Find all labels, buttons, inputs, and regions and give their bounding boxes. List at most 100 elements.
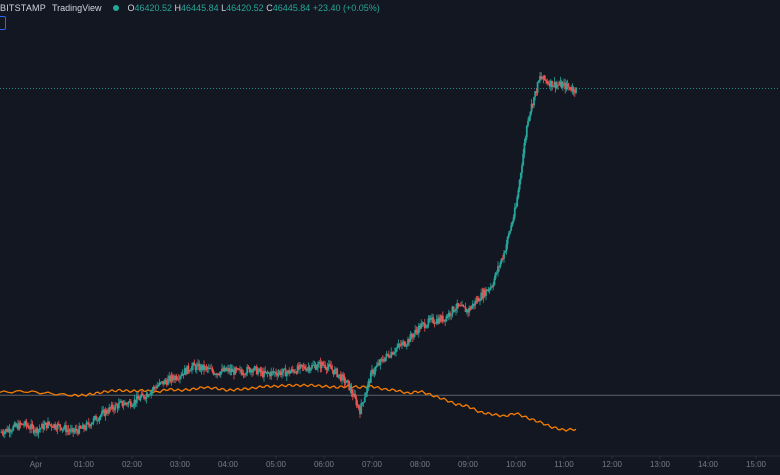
candle-body <box>37 429 40 434</box>
candle-body <box>355 397 358 406</box>
candle-body <box>303 366 306 369</box>
candle-body <box>320 362 323 369</box>
candle-body <box>56 423 59 430</box>
candle-body <box>439 317 442 322</box>
candle-body <box>445 316 448 322</box>
candle-body <box>225 369 228 371</box>
time-tick-label: 01:00 <box>74 460 95 469</box>
candle-body <box>260 371 263 373</box>
candle-body <box>27 426 30 429</box>
candle-body <box>524 137 527 143</box>
candle-body <box>79 425 82 428</box>
ohlc-values: O46420.52 H46445.84 L46420.52 C46445.84 … <box>127 3 379 13</box>
candle-body <box>553 81 556 86</box>
candle-body <box>207 368 210 370</box>
candle-body <box>517 189 520 198</box>
candle-body <box>473 303 475 306</box>
candle-body <box>426 325 429 328</box>
candle-body <box>45 422 48 429</box>
candle-body <box>413 333 415 338</box>
candle-body <box>43 424 46 430</box>
candle-body <box>420 323 423 329</box>
candle-body <box>326 366 329 370</box>
candle-body <box>7 428 10 432</box>
candle-body <box>285 372 288 377</box>
time-axis[interactable]: Apr 01:00 02:00 03:00 04:00 05:00 06:00 07:00 08… <box>30 456 767 469</box>
candle-body <box>513 207 516 218</box>
candle-body <box>8 428 11 433</box>
candle-body <box>491 286 493 288</box>
candle-body <box>189 370 192 372</box>
candle-body <box>230 368 233 372</box>
candle-body <box>481 292 484 299</box>
candle-body <box>248 367 251 373</box>
candle-body <box>363 397 366 403</box>
candle-body <box>241 372 244 375</box>
candle-body <box>367 381 370 387</box>
candle-body <box>41 423 43 428</box>
candle-body <box>437 318 439 324</box>
symbol-name[interactable]: BITSTAMP <box>0 3 46 13</box>
candle-body <box>402 341 405 343</box>
time-tick-label: 09:00 <box>458 460 479 469</box>
candle-body <box>9 431 12 433</box>
candle-body <box>81 424 84 429</box>
candle-body <box>1 431 4 434</box>
candle-body <box>115 404 118 406</box>
candle-body <box>175 376 178 380</box>
candle-body <box>237 368 240 370</box>
candle-body <box>450 314 453 316</box>
candle-body <box>77 430 79 434</box>
candle-body <box>357 404 360 409</box>
candle-body <box>359 408 361 415</box>
candle-body <box>333 369 336 375</box>
candle-body <box>173 378 175 380</box>
candle-body <box>121 400 124 406</box>
candle-body <box>567 86 570 88</box>
candle-body <box>305 368 307 371</box>
candle-body <box>534 91 537 97</box>
candle-body <box>258 368 261 371</box>
candle-body <box>270 371 273 377</box>
candle-body <box>529 111 532 117</box>
candle-body <box>302 366 305 368</box>
candle-body <box>72 428 75 433</box>
candle-body <box>468 307 471 313</box>
candle-body <box>245 373 247 375</box>
candle-body <box>294 371 297 373</box>
candle-body <box>500 258 503 263</box>
candle-body <box>327 364 330 367</box>
candle-body <box>18 422 21 430</box>
collapse-toggle-icon[interactable] <box>0 16 6 30</box>
candle-body <box>404 345 407 347</box>
candle-body <box>380 359 383 360</box>
candle-body <box>215 374 217 376</box>
candle-body <box>246 366 249 374</box>
candle-body <box>377 363 379 366</box>
candle-body <box>374 367 377 372</box>
candle-body <box>153 386 156 388</box>
close-label: C <box>266 3 273 13</box>
candle-body <box>177 378 180 380</box>
candle-body <box>557 84 559 86</box>
candle-body <box>14 423 17 427</box>
candle-body <box>463 306 466 308</box>
candle-body <box>203 364 205 370</box>
candle-body <box>213 374 216 375</box>
brand-name: TradingView <box>51 3 102 13</box>
time-tick-label: 15:00 <box>746 460 767 469</box>
candle-body <box>167 378 169 385</box>
candle-body <box>391 352 394 355</box>
candle-body <box>96 420 99 422</box>
candle-body <box>218 374 221 376</box>
close-value: 46445.84 <box>272 3 311 13</box>
candle-body <box>205 366 208 368</box>
candle-body <box>349 387 352 391</box>
candle-body <box>253 366 256 371</box>
candle-body <box>73 430 76 433</box>
candle-body <box>421 322 424 324</box>
candle-body <box>187 365 190 371</box>
candle-body <box>375 365 378 368</box>
